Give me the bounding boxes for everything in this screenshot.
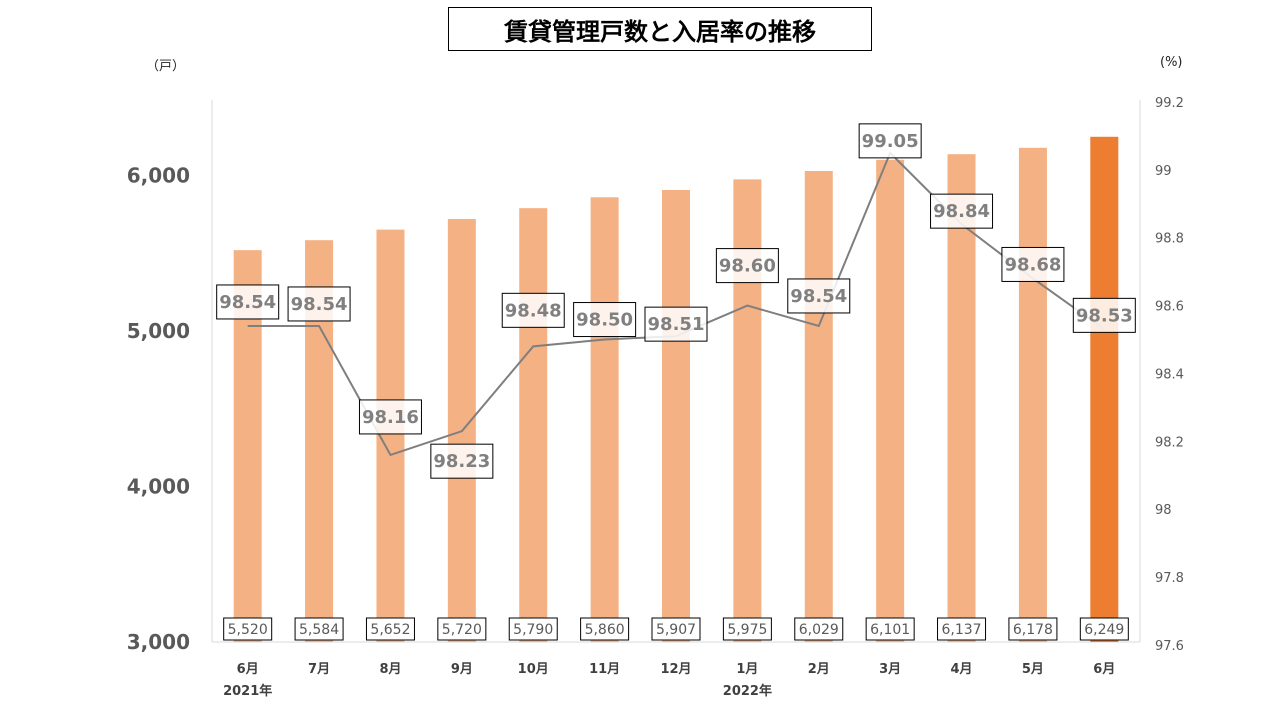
x-tick-label: 6月	[237, 662, 259, 677]
right-tick-label: 97.8	[1155, 571, 1184, 586]
line-value-box	[787, 278, 851, 314]
line-value-label: 98.23	[433, 451, 490, 472]
line-value-label: 98.54	[291, 294, 348, 315]
line-value-box	[644, 306, 708, 342]
line-value-label: 99.05	[862, 131, 919, 152]
left-tick-label: 3,000	[127, 630, 190, 654]
line-value-label: 98.16	[362, 407, 419, 428]
x-tick-label: 6月	[1093, 662, 1115, 677]
right-tick-label: 98.4	[1155, 367, 1184, 382]
left-axis-unit: （戸）	[146, 59, 186, 74]
bar-value-label: 5,720	[442, 622, 482, 638]
right-tick-label: 99.2	[1155, 96, 1184, 111]
bar	[876, 159, 905, 642]
x-tick-label: 12月	[660, 662, 691, 677]
bar	[1018, 147, 1047, 643]
line-value-box	[573, 302, 637, 338]
bar-value-box	[1079, 617, 1129, 641]
bar	[947, 154, 976, 642]
bar-value-box	[580, 617, 630, 641]
x-tick-label: 1月	[736, 662, 758, 677]
right-tick-label: 98.2	[1155, 435, 1184, 450]
bar-value-box	[722, 617, 772, 641]
bar-value-label: 5,790	[513, 622, 553, 638]
bar	[376, 229, 405, 642]
left-tick-label: 5,000	[127, 319, 190, 343]
bar-value-label: 6,101	[870, 622, 910, 638]
line-value-label: 98.60	[719, 256, 776, 277]
line-value-box	[287, 286, 351, 322]
bar-value-box	[1008, 617, 1058, 641]
line-value-label: 98.54	[790, 286, 847, 307]
line-value-box	[858, 123, 922, 159]
bar-value-box	[437, 617, 487, 641]
bar-value-box	[508, 617, 558, 641]
bar-value-label: 5,520	[228, 622, 268, 638]
x-tick-label: 8月	[379, 662, 401, 677]
line-value-box	[358, 399, 422, 435]
bar-value-label: 6,249	[1084, 622, 1124, 638]
line-value-box	[1001, 246, 1065, 282]
line-value-box	[216, 284, 280, 320]
bar-value-box	[223, 617, 273, 641]
right-tick-label: 98	[1155, 503, 1172, 518]
line-value-label: 98.48	[505, 300, 562, 321]
bar	[662, 189, 690, 643]
bar-value-box	[365, 617, 415, 641]
right-tick-label: 97.6	[1155, 639, 1184, 654]
bar-value-label: 5,860	[585, 622, 625, 638]
bar-value-box	[937, 617, 987, 641]
left-tick-label: 4,000	[127, 475, 190, 499]
right-axis-unit: (%)	[1160, 55, 1183, 70]
x-tick-label: 2月	[808, 662, 830, 677]
x-tick-label: 9月	[451, 662, 473, 677]
x-tick-label: 4月	[951, 662, 973, 677]
bar-value-box	[651, 617, 701, 641]
line-value-label: 98.53	[1076, 305, 1133, 326]
x-tick-label: 11月	[589, 662, 620, 677]
bar-value-label: 6,029	[799, 622, 839, 638]
right-tick-label: 99	[1155, 164, 1172, 179]
bar-value-label: 5,975	[727, 622, 767, 638]
bar-value-label: 5,907	[656, 622, 696, 638]
chart-title: 賃貸管理戸数と入居率の推移	[448, 7, 872, 51]
left-tick-label: 6,000	[127, 164, 190, 188]
line-value-label: 98.51	[648, 314, 705, 335]
bar	[804, 170, 833, 643]
bar-value-label: 5,652	[370, 622, 410, 638]
year-label: 2021年	[223, 683, 272, 699]
year-label: 2022年	[723, 683, 772, 699]
bar	[519, 208, 548, 642]
line-value-label: 98.54	[219, 292, 276, 313]
bar-value-label: 6,178	[1013, 622, 1053, 638]
x-tick-label: 5月	[1022, 662, 1044, 677]
bar	[590, 197, 619, 642]
line-value-box	[930, 193, 994, 229]
bar-value-box	[294, 617, 344, 641]
line-value-label: 98.68	[1004, 254, 1061, 275]
bar	[1090, 136, 1119, 642]
bar-value-box	[865, 617, 915, 641]
bar-value-label: 6,137	[941, 622, 981, 638]
line-value-box	[501, 292, 565, 328]
line-value-box	[715, 248, 779, 284]
right-tick-label: 98.8	[1155, 232, 1184, 247]
bar-value-box	[794, 617, 844, 641]
line-value-box	[1072, 297, 1136, 333]
line-value-box	[430, 443, 494, 479]
x-tick-label: 7月	[308, 662, 330, 677]
bar-value-label: 5,584	[299, 622, 339, 638]
line-value-label: 98.84	[933, 201, 990, 222]
line-value-label: 98.50	[576, 310, 633, 331]
x-tick-label: 3月	[879, 662, 901, 677]
right-tick-label: 98.6	[1155, 300, 1184, 315]
x-tick-label: 10月	[518, 662, 549, 677]
